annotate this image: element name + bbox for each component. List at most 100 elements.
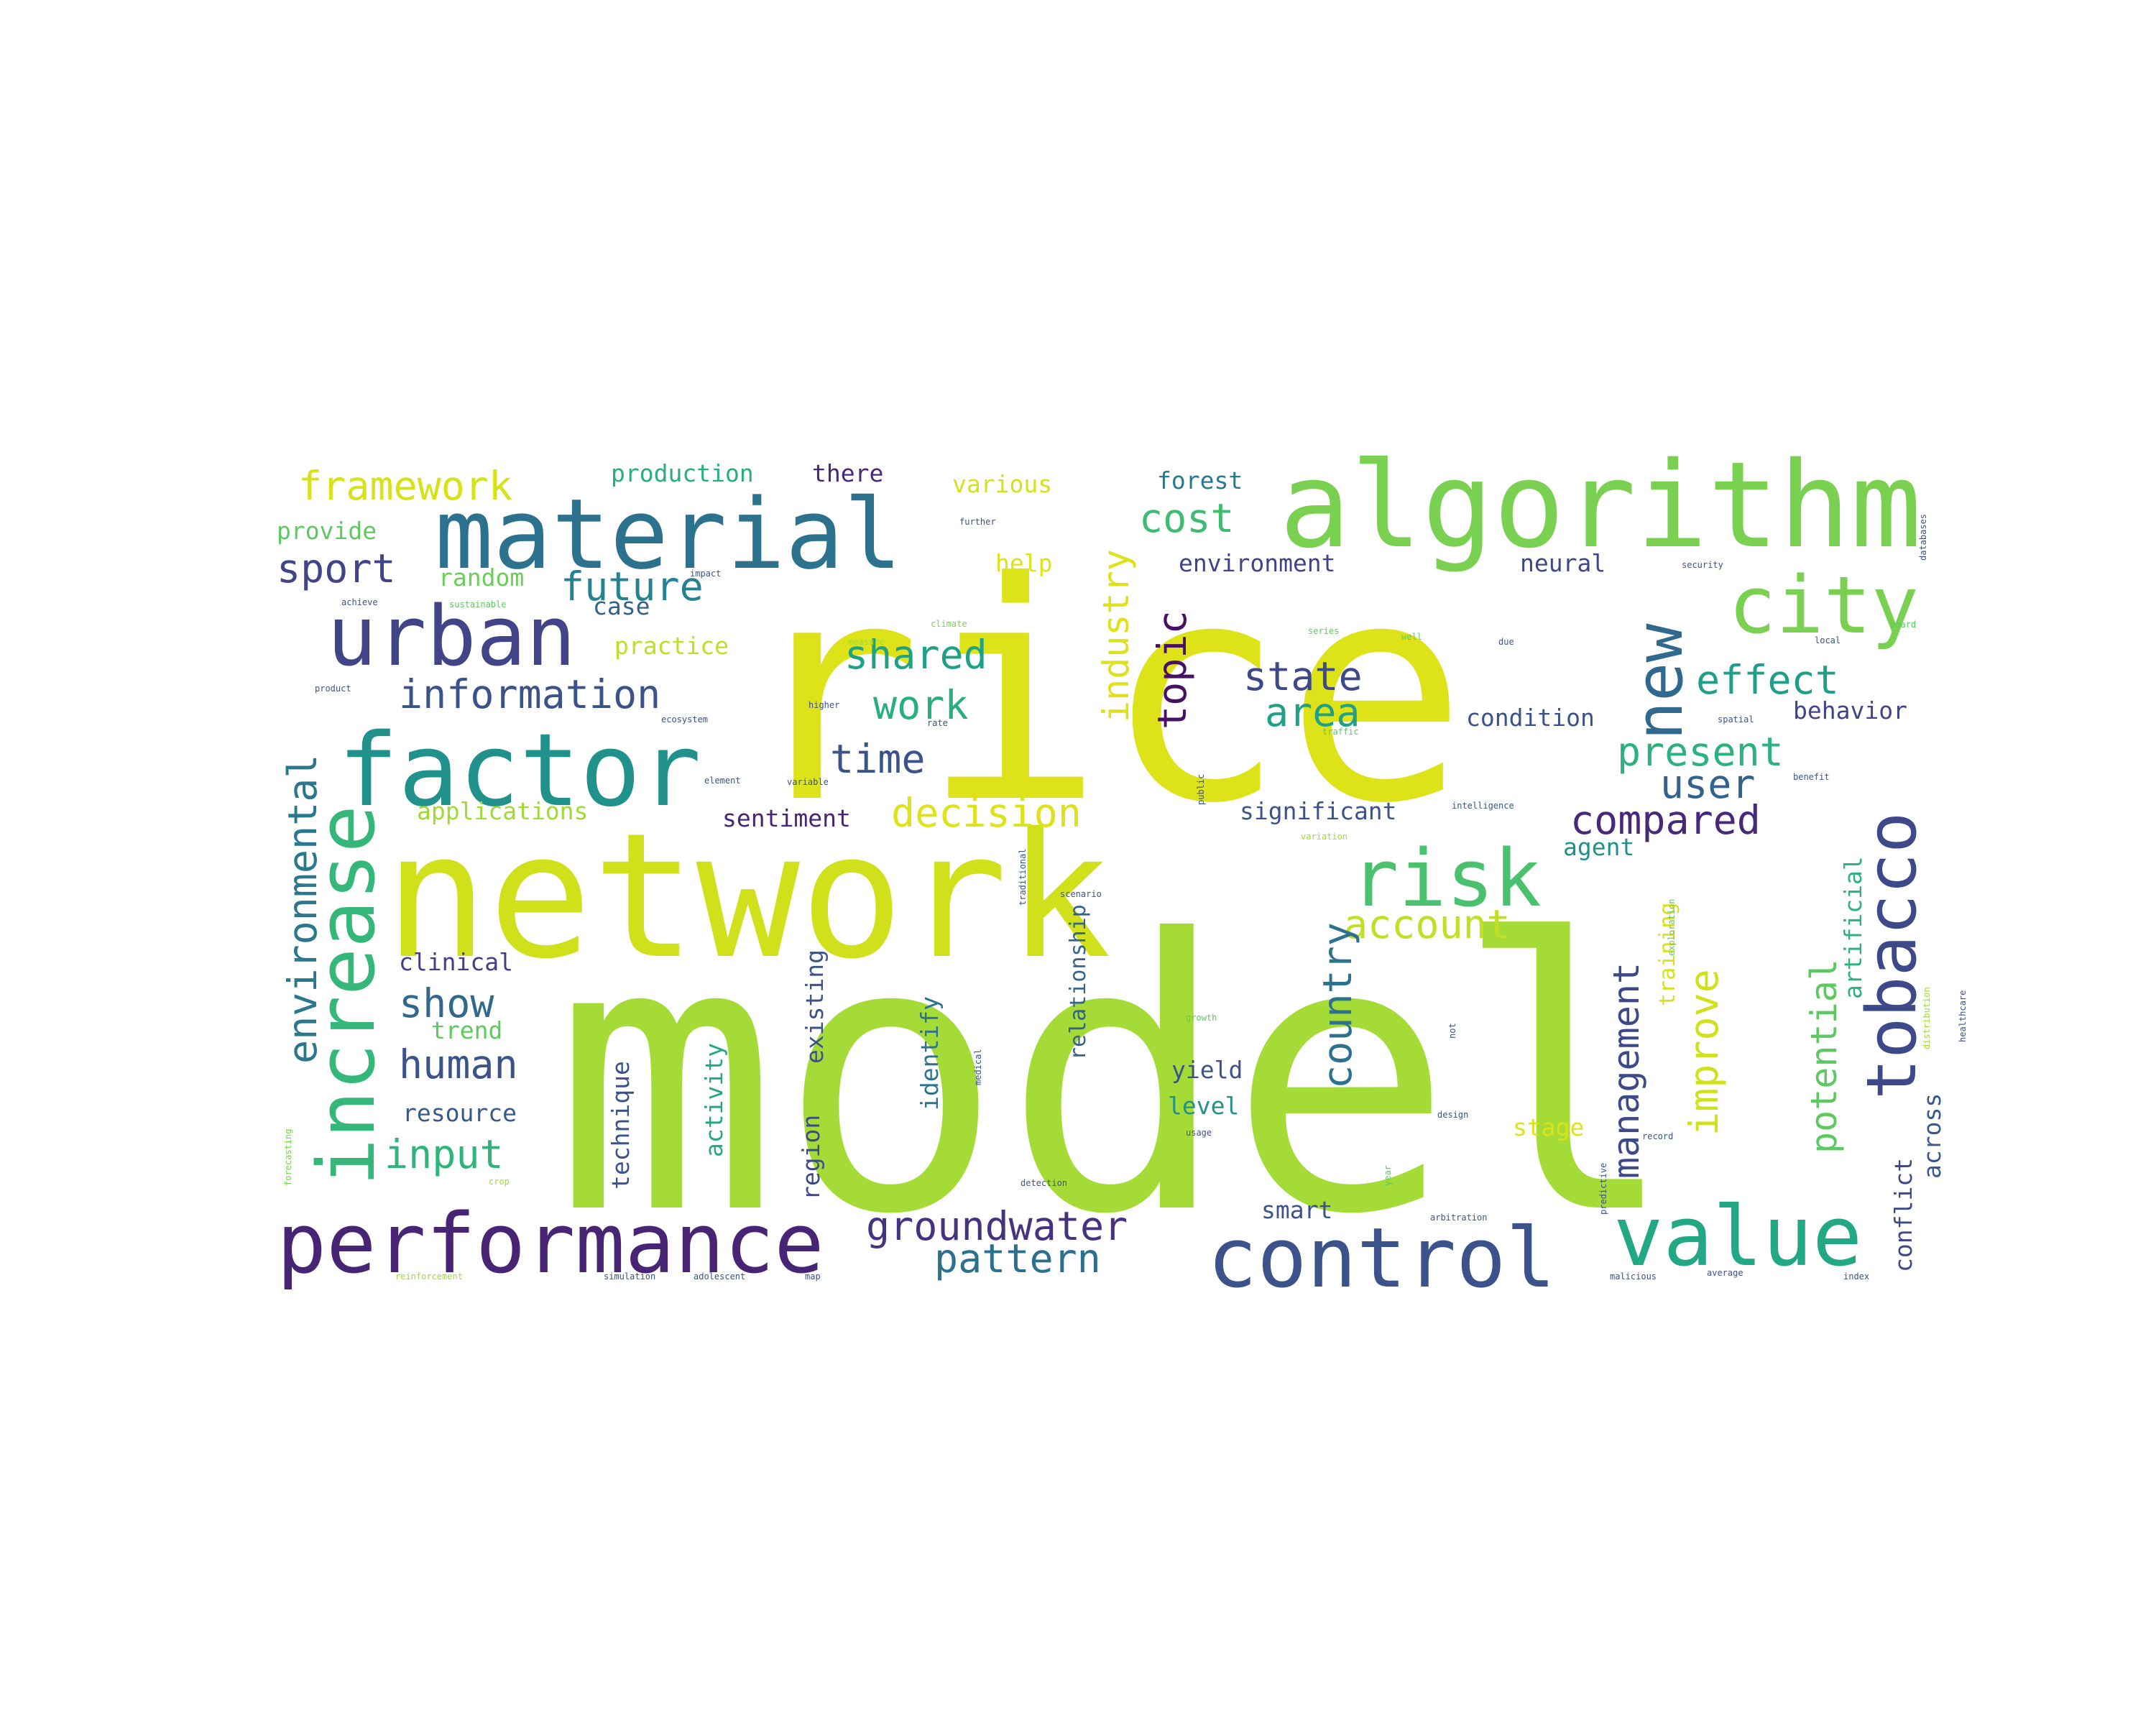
word-board: board xyxy=(1890,620,1916,630)
word-databases: databases xyxy=(1918,514,1928,561)
word-security: security xyxy=(1682,560,1723,570)
word-applications: applications xyxy=(417,797,588,825)
word-variation: variation xyxy=(1301,832,1348,842)
word-artificial: artificial xyxy=(1839,856,1867,999)
word-arbitration: arbitration xyxy=(1430,1213,1487,1223)
word-work: work xyxy=(873,682,968,728)
word-traffic: traffic xyxy=(1322,727,1359,737)
word-adolescent: adolescent xyxy=(694,1271,745,1282)
word-reinforcement: reinforcement xyxy=(395,1271,463,1282)
word-cost: cost xyxy=(1139,495,1234,541)
word-compared: compared xyxy=(1570,797,1761,843)
word-identify: identify xyxy=(916,996,944,1110)
word-pattern: pattern xyxy=(934,1236,1101,1282)
word-framework: framework xyxy=(298,463,512,509)
word-factor: factor xyxy=(338,712,701,829)
word-distribution: distribution xyxy=(1922,987,1932,1049)
word-due: due xyxy=(1498,637,1514,647)
word-measure: measure xyxy=(848,637,885,647)
word-training: training xyxy=(1655,903,1680,1007)
word-control: control xyxy=(1207,1210,1556,1307)
word-present: present xyxy=(1617,729,1784,775)
word-model: model xyxy=(553,860,1678,1296)
word-production: production xyxy=(611,459,754,487)
word-forest: forest xyxy=(1157,466,1243,494)
word-well: well xyxy=(1401,632,1422,642)
word-exploration: exploration xyxy=(1667,899,1677,956)
word-shared: shared xyxy=(844,632,987,678)
word-index: index xyxy=(1843,1271,1869,1282)
word-across: across xyxy=(1918,1093,1946,1179)
word-algorithm: algorithm xyxy=(1279,436,1922,574)
word-local: local xyxy=(1815,635,1841,645)
word-help: help xyxy=(995,549,1052,577)
word-rice: rice xyxy=(740,518,1467,870)
word-significant: significant xyxy=(1240,797,1397,825)
word-crop: crop xyxy=(489,1177,510,1187)
word-element: element xyxy=(704,776,741,786)
word-industry: industry xyxy=(1095,549,1137,722)
word-public: public xyxy=(1196,774,1206,805)
word-medical: medical xyxy=(973,1049,983,1085)
word-product: product xyxy=(315,684,351,694)
word-record: record xyxy=(1642,1131,1673,1141)
word-performance: performance xyxy=(277,1196,824,1292)
word-time: time xyxy=(830,736,925,782)
word-impact: impact xyxy=(690,569,721,579)
word-technique: technique xyxy=(607,1061,635,1190)
word-traditional: traditional xyxy=(1018,849,1028,906)
word-user: user xyxy=(1660,761,1755,807)
word-topic: topic xyxy=(1149,610,1195,730)
word-forecasting: forecasting xyxy=(283,1129,293,1186)
word-condition: condition xyxy=(1466,704,1595,732)
word-variable: variable xyxy=(787,777,829,787)
word-practice: practice xyxy=(614,632,729,660)
word-neural: neural xyxy=(1520,549,1606,577)
word-decision: decision xyxy=(891,790,1082,836)
word-level: level xyxy=(1168,1092,1239,1120)
word-increase: increase xyxy=(300,805,392,1186)
word-sustainable: sustainable xyxy=(449,599,506,610)
word-random: random xyxy=(438,564,524,592)
word-yield: yield xyxy=(1171,1056,1243,1084)
word-relationship: relationship xyxy=(1066,904,1091,1060)
word-various: various xyxy=(952,470,1052,498)
word-state: state xyxy=(1243,653,1363,699)
word-existing: existing xyxy=(801,949,829,1064)
word-agent: agent xyxy=(1563,833,1634,861)
word-usage: usage xyxy=(1186,1128,1212,1138)
word-spatial: spatial xyxy=(1718,714,1754,724)
word-ecosystem: ecosystem xyxy=(661,714,708,724)
word-higher: higher xyxy=(808,700,839,710)
word-scenario: scenario xyxy=(1060,889,1102,899)
word-management: management xyxy=(1606,962,1647,1179)
word-predictive: predictive xyxy=(1598,1163,1608,1215)
word-human: human xyxy=(399,1041,518,1087)
word-climate: climate xyxy=(931,619,967,629)
word-activity: activity xyxy=(700,1043,728,1157)
word-there: there xyxy=(812,459,883,487)
word-area: area xyxy=(1265,689,1360,735)
word-sentiment: sentiment xyxy=(722,804,851,832)
word-input: input xyxy=(384,1131,504,1177)
word-environment: environment xyxy=(1179,549,1336,577)
word-show: show xyxy=(399,980,494,1026)
word-year: year xyxy=(1383,1165,1393,1186)
word-not: not xyxy=(1447,1023,1457,1039)
word-series: series xyxy=(1308,626,1339,636)
word-account: account xyxy=(1344,901,1511,947)
word-stage: stage xyxy=(1513,1113,1584,1141)
word-city: city xyxy=(1728,559,1919,651)
word-effect: effect xyxy=(1696,657,1839,703)
word-environmental: environmental xyxy=(280,755,326,1064)
word-risk: risk xyxy=(1351,832,1542,924)
word-conflict: conflict xyxy=(1889,1158,1917,1272)
word-rate: rate xyxy=(927,718,948,728)
word-behavior: behavior xyxy=(1793,696,1907,724)
word-resource: resource xyxy=(402,1099,517,1127)
word-future: future xyxy=(561,564,704,610)
word-provide: provide xyxy=(277,517,377,545)
word-improve: improve xyxy=(1681,969,1727,1136)
word-value: value xyxy=(1613,1189,1862,1285)
